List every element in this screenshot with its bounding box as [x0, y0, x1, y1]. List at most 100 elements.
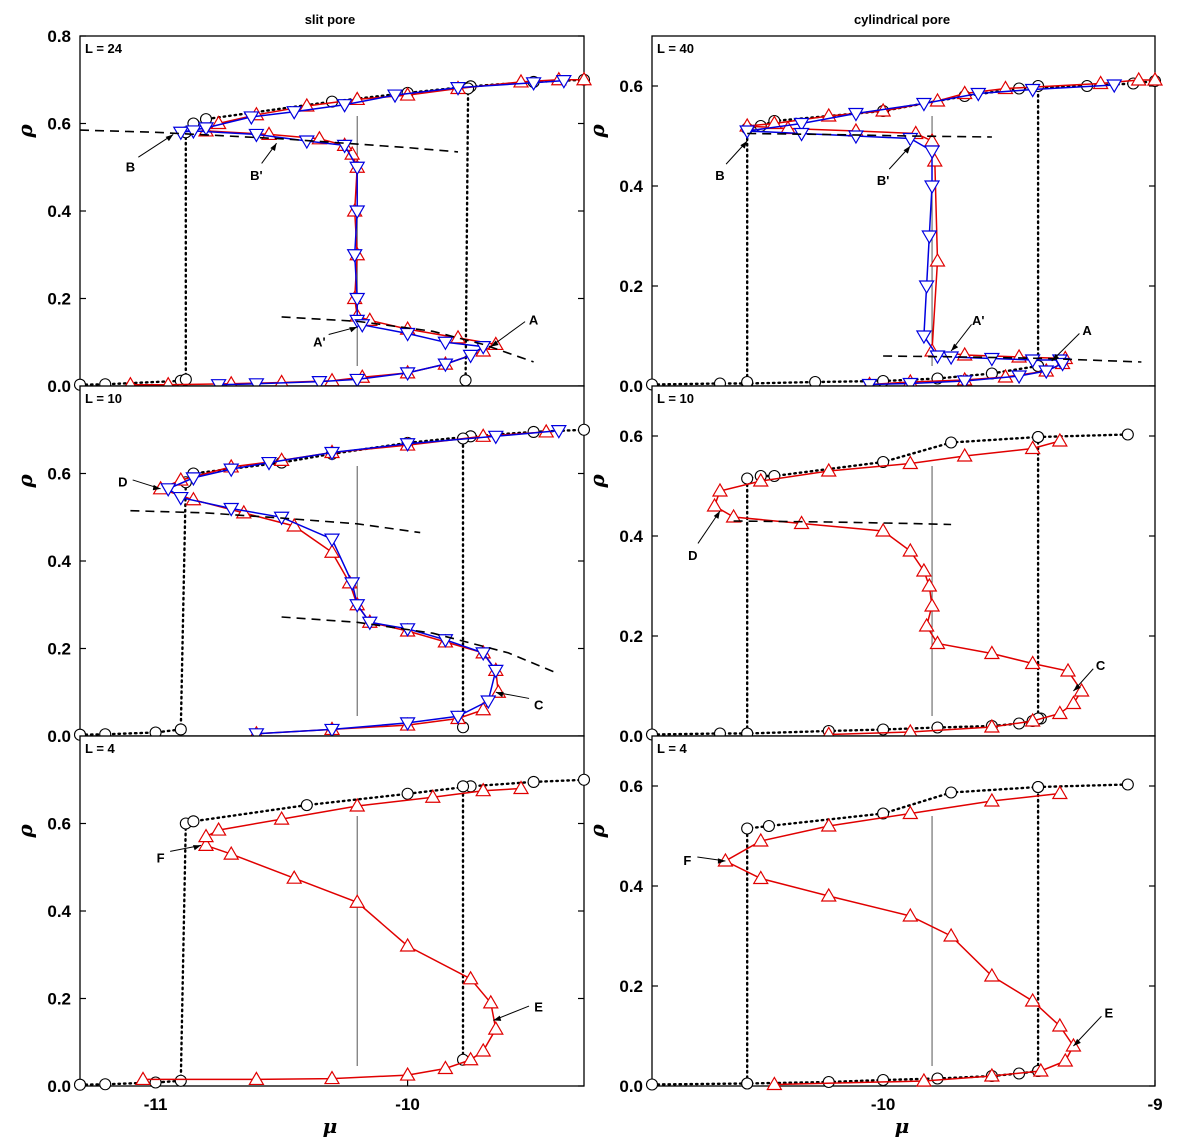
arrow-head — [152, 484, 161, 491]
adsorption-point — [752, 870, 769, 885]
arrow-head — [951, 343, 959, 351]
gce-point — [300, 799, 313, 812]
desorption-point — [286, 106, 303, 120]
adsorption-point — [752, 832, 769, 847]
adsorption-point — [134, 1071, 152, 1086]
arrow-head — [1073, 683, 1081, 691]
adsorption-point — [983, 1067, 1000, 1082]
gce-point — [187, 815, 200, 828]
annotation-arrow: F — [683, 853, 726, 868]
desorption-point — [260, 456, 278, 471]
annotation-label: A' — [313, 334, 325, 349]
adsorption-point — [983, 967, 1000, 982]
gce-point — [945, 436, 958, 449]
adsorption-point — [1051, 785, 1068, 800]
adsorption-point — [475, 782, 492, 797]
panel-cyl-10: 0.0 0.2 0.4 0.6 L = 10 ρ D C — [585, 385, 1156, 746]
adsorption-point — [298, 97, 315, 112]
desorption-point — [248, 728, 265, 743]
desorption-point — [793, 117, 810, 132]
adsorption-point — [462, 1051, 479, 1066]
desorption-point — [172, 491, 189, 506]
gce-point — [456, 780, 470, 793]
desorption-point — [399, 438, 416, 452]
x-tick-label: -10 — [871, 1095, 896, 1114]
x-axis-label-left: μ — [323, 1114, 338, 1138]
adsorption-point — [1065, 695, 1082, 710]
annotation-label: A — [1082, 323, 1092, 338]
x-axis-label-right: μ — [895, 1114, 910, 1138]
desorption-point — [924, 145, 941, 160]
adsorption-point — [437, 1060, 454, 1075]
panel-cyl-40: 0.0 0.2 0.4 0.6 L = 40 ρ B B' A' A — [585, 35, 1164, 396]
desorption-point — [323, 533, 341, 548]
arrow-head — [192, 845, 201, 851]
x-tick-label: -10 — [395, 1095, 420, 1114]
adsorption-point — [929, 252, 946, 267]
series-dashed — [883, 355, 1142, 363]
annotation-arrow: B' — [250, 142, 277, 183]
spinodal-dashed-line — [79, 129, 459, 153]
adsorption-point — [766, 1076, 783, 1091]
desorption-point — [525, 77, 542, 92]
annotation-arrow: D — [688, 510, 721, 563]
adsorption-point — [725, 508, 742, 523]
desorption-point — [386, 89, 404, 104]
adsorption-point — [943, 927, 960, 942]
desorption-point — [248, 378, 265, 393]
desorption-point — [349, 205, 366, 220]
y-tick-label: 0.0 — [619, 377, 643, 396]
panel-label: L = 24 — [85, 41, 123, 56]
adsorption-point — [475, 701, 492, 716]
panels: 0.0 0.2 0.4 0.6 0.8 L = 24 ρ B B' A' A 0.0 0.2 0.4 0.6… — [13, 27, 1164, 1114]
series-down — [172, 75, 572, 393]
gce-point — [1121, 428, 1134, 441]
annotation-label: E — [1104, 1006, 1113, 1021]
gce-point — [527, 775, 540, 788]
series-dashed — [130, 509, 421, 534]
adsorption-point — [449, 329, 467, 344]
y-tick-label: 0.0 — [619, 727, 643, 746]
adsorption-point — [902, 907, 919, 922]
desorption-point — [847, 130, 864, 145]
adsorption-point — [820, 887, 837, 902]
adsorption-point — [921, 577, 938, 592]
plot-frame — [79, 735, 585, 1087]
gce-point — [459, 374, 472, 387]
arrow-head — [493, 1015, 502, 1021]
annotation-arrow: A' — [950, 313, 985, 352]
annotation-arrow: E — [1073, 1006, 1113, 1047]
series-down — [739, 79, 1123, 393]
spinodal-dashed-line — [733, 520, 952, 526]
spinodal-dashed-line — [281, 316, 534, 363]
adsorption-point — [711, 482, 729, 497]
y-tick-label: 0.4 — [47, 202, 71, 221]
adsorption-point — [924, 597, 941, 612]
desorption-point — [983, 352, 1000, 367]
y-tick-label: 0.4 — [619, 527, 643, 546]
desorption-point — [847, 107, 864, 122]
desorption-point — [915, 97, 932, 112]
y-axis-label: ρ — [13, 824, 37, 839]
annotation-arrow: B' — [877, 145, 911, 188]
adsorption-point — [918, 617, 935, 632]
spinodal-dashed-line — [130, 509, 421, 534]
annotation-label: B' — [250, 168, 262, 183]
adsorption-point — [399, 1066, 416, 1081]
desorption-point — [197, 122, 215, 137]
adsorption-point — [487, 1020, 504, 1035]
desorption-point — [185, 472, 202, 487]
adsorption-point — [1051, 432, 1068, 447]
column-title-slit: slit pore — [305, 12, 356, 27]
adsorption-point — [323, 1070, 341, 1085]
gce-point — [741, 1077, 754, 1090]
annotation-arrow: B — [126, 134, 174, 174]
series-dashed — [747, 132, 992, 138]
adsorption-point — [248, 1071, 265, 1086]
adsorption-point — [752, 472, 769, 487]
adsorption-point — [575, 71, 593, 86]
adsorption-point — [482, 994, 499, 1009]
annotation-arrow: E — [493, 999, 543, 1021]
desorption-point — [336, 99, 353, 113]
series-dashed — [281, 616, 560, 675]
